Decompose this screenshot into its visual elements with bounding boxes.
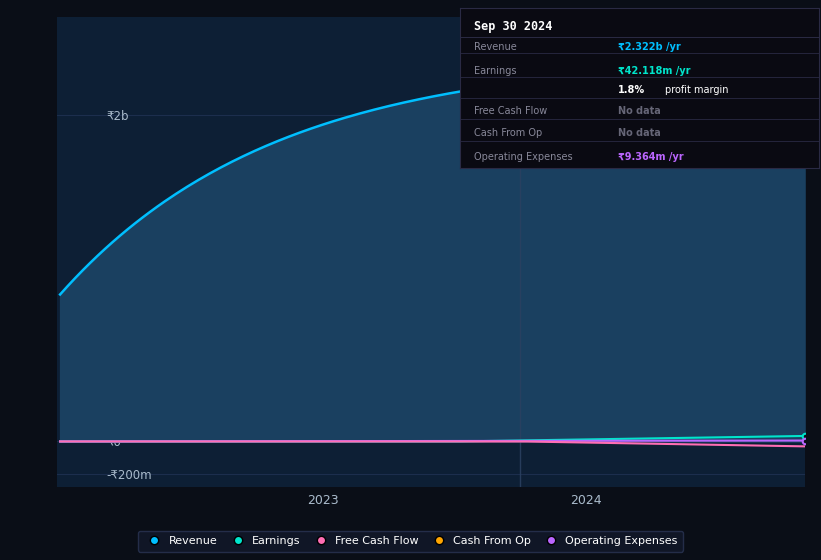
Text: Sep 30 2024: Sep 30 2024 xyxy=(475,20,553,32)
Text: Revenue: Revenue xyxy=(475,42,517,52)
Text: No data: No data xyxy=(618,128,661,138)
Text: ₹2.322b /yr: ₹2.322b /yr xyxy=(618,42,681,52)
Text: No data: No data xyxy=(618,106,661,116)
Text: Free Cash Flow: Free Cash Flow xyxy=(475,106,548,116)
Text: Cash From Op: Cash From Op xyxy=(475,128,543,138)
Text: 1.8%: 1.8% xyxy=(618,85,645,95)
Text: Operating Expenses: Operating Expenses xyxy=(475,152,573,162)
Text: profit margin: profit margin xyxy=(665,85,728,95)
Text: ₹42.118m /yr: ₹42.118m /yr xyxy=(618,66,690,76)
Text: ₹9.364m /yr: ₹9.364m /yr xyxy=(618,152,684,162)
Text: Earnings: Earnings xyxy=(475,66,516,76)
Legend: Revenue, Earnings, Free Cash Flow, Cash From Op, Operating Expenses: Revenue, Earnings, Free Cash Flow, Cash … xyxy=(138,530,683,552)
